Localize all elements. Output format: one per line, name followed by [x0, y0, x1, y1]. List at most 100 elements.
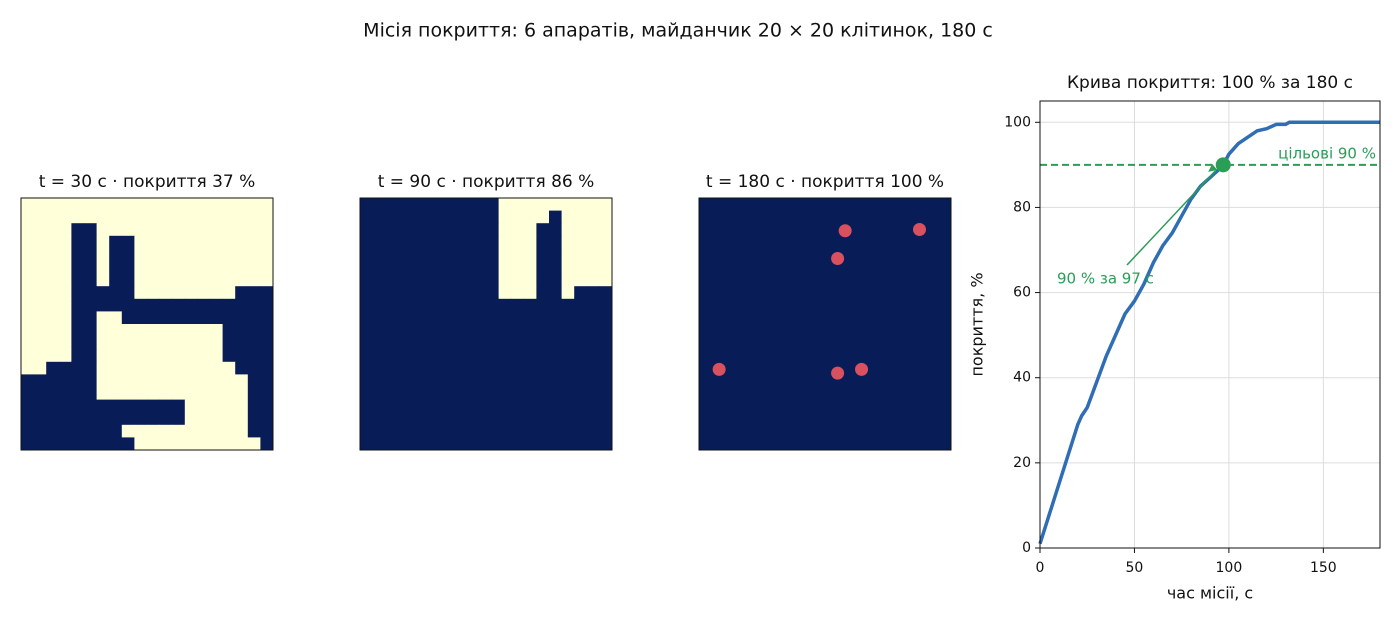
cell [711, 248, 725, 262]
cell [21, 361, 34, 375]
cell [210, 324, 223, 337]
cell [448, 336, 462, 350]
cell [147, 273, 160, 287]
cell [736, 374, 750, 388]
cell [96, 248, 110, 262]
cell [147, 235, 160, 249]
cell [875, 399, 889, 413]
cell [435, 336, 449, 350]
cell [121, 387, 135, 400]
cell [360, 424, 373, 438]
cell [372, 374, 386, 388]
cell [372, 437, 386, 451]
cell [84, 235, 97, 249]
cell [787, 412, 801, 426]
cell [109, 437, 123, 451]
cell [360, 387, 373, 400]
cell [736, 399, 750, 413]
cell [197, 437, 211, 451]
cell [787, 437, 801, 451]
cell [460, 223, 474, 237]
y-axis-label: покриття, % [968, 272, 987, 376]
cell [109, 298, 123, 312]
cell [913, 349, 927, 363]
cell [888, 311, 901, 325]
y-tick-label: 60 [1013, 285, 1031, 301]
cell [247, 399, 261, 413]
cell [423, 424, 436, 438]
cell [109, 324, 123, 337]
cell [71, 399, 85, 413]
cell [473, 387, 487, 400]
cell [900, 437, 914, 451]
cell [423, 210, 436, 224]
cell [850, 437, 864, 451]
x-tick-label: 150 [1310, 560, 1337, 576]
cell [762, 223, 775, 237]
cell [599, 273, 613, 287]
cell [21, 273, 34, 287]
cell [523, 261, 537, 274]
cell [925, 324, 939, 337]
cell [210, 412, 223, 426]
cell [825, 324, 838, 337]
cell [925, 223, 939, 237]
cell [460, 298, 474, 312]
cell [749, 424, 763, 438]
cell [46, 324, 60, 337]
cell [523, 349, 537, 363]
cell [96, 223, 110, 237]
cell [774, 399, 788, 413]
cell [523, 374, 537, 388]
cell [435, 198, 449, 211]
cell [210, 210, 223, 224]
cell [58, 336, 72, 350]
cell [385, 387, 399, 400]
cell [774, 248, 788, 262]
cell [862, 387, 876, 400]
cell [197, 399, 211, 413]
cell [812, 424, 826, 438]
cell [210, 374, 223, 388]
cell [372, 210, 386, 224]
cell [448, 235, 462, 249]
cell [925, 361, 939, 375]
cell [561, 336, 575, 350]
cell [410, 210, 424, 224]
cell [473, 349, 487, 363]
cell [900, 198, 914, 211]
y-tick-label: 80 [1013, 199, 1031, 215]
cell [448, 261, 462, 274]
cell [574, 387, 588, 400]
cell [21, 248, 34, 262]
cell [549, 412, 562, 426]
cell [536, 349, 550, 363]
cell [799, 336, 813, 350]
cell [498, 387, 512, 400]
cell [385, 349, 399, 363]
cell [58, 298, 72, 312]
cell [172, 198, 186, 211]
cell [549, 336, 562, 350]
cell [862, 286, 876, 300]
cell [574, 399, 588, 413]
cell [247, 223, 261, 237]
cell [925, 198, 939, 211]
cell [235, 298, 249, 312]
cell [888, 198, 901, 211]
cell [385, 273, 399, 287]
cell [699, 336, 712, 350]
cell [925, 248, 939, 262]
cell [410, 311, 424, 325]
cell [574, 248, 588, 262]
cell [121, 324, 135, 337]
cell [724, 210, 738, 224]
cell [536, 235, 550, 249]
cell [938, 424, 952, 438]
cell [172, 374, 186, 388]
cell [360, 412, 373, 426]
cell [423, 298, 436, 312]
cell [498, 374, 512, 388]
cell [938, 374, 952, 388]
cell [561, 248, 575, 262]
